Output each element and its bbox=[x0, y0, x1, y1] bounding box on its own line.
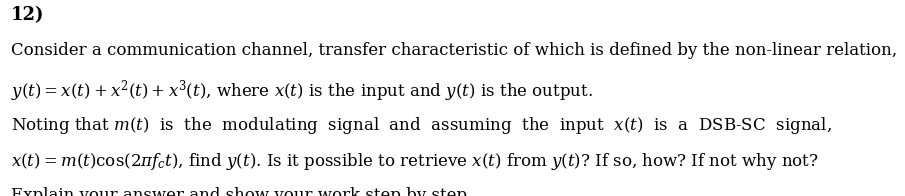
Text: Consider a communication channel, transfer characteristic of which is defined by: Consider a communication channel, transf… bbox=[11, 42, 897, 59]
Text: 12): 12) bbox=[11, 6, 44, 24]
Text: $y(t) = x(t) + x^{2}(t) + x^{3}(t)$, where $x(t)$ is the input and $y(t)$ is the: $y(t) = x(t) + x^{2}(t) + x^{3}(t)$, whe… bbox=[11, 78, 593, 104]
Text: Explain your answer and show your work step by step.: Explain your answer and show your work s… bbox=[11, 187, 472, 196]
Text: $x(t) = m(t)\cos(2\pi f_c t)$, find $y(t)$. Is it possible to retrieve $x(t)$ fr: $x(t) = m(t)\cos(2\pi f_c t)$, find $y(t… bbox=[11, 151, 819, 172]
Text: Noting that $m(t)$  is  the  modulating  signal  and  assuming  the  input  $x(t: Noting that $m(t)$ is the modulating sig… bbox=[11, 115, 832, 136]
